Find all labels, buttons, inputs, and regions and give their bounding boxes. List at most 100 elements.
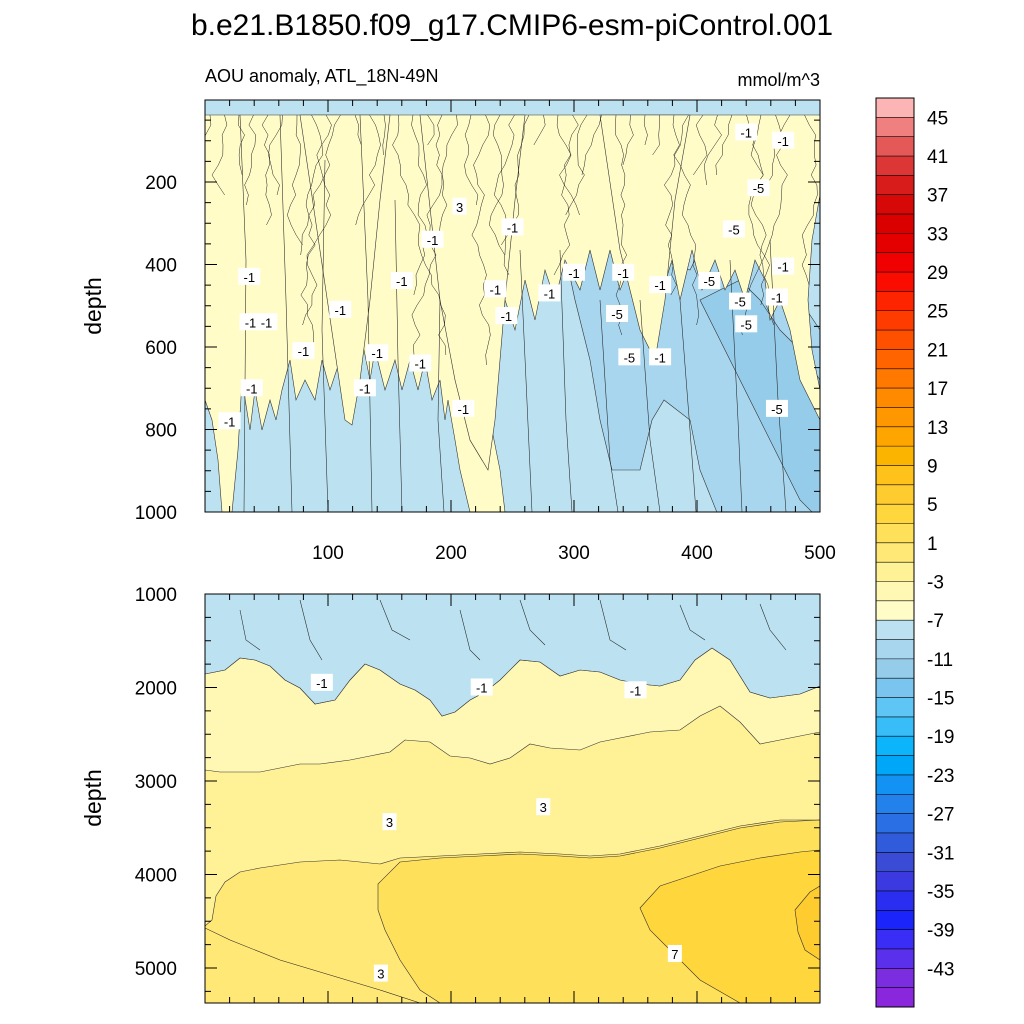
svg-text:-1: -1 xyxy=(298,344,310,359)
noise-contour xyxy=(663,114,689,296)
colorbar-bin xyxy=(876,852,914,873)
noise-contour xyxy=(672,114,700,326)
noise-contour xyxy=(652,115,660,156)
upper-panel: 200 400 600 800 1000 100 200 300 400 500 -1 -1 -1 -1… xyxy=(80,99,836,564)
colorbar-bin xyxy=(876,542,914,563)
contour-label: 3 xyxy=(452,197,467,215)
contour-label: -1 xyxy=(255,313,278,331)
colorbar-bin xyxy=(876,368,914,389)
noise-contour xyxy=(766,114,791,186)
upper-contour-lines xyxy=(239,114,787,512)
svg-text:-1: -1 xyxy=(630,683,642,698)
lower-band-9-11 xyxy=(794,885,820,961)
y-tick-label: 800 xyxy=(145,421,177,442)
svg-text:-5: -5 xyxy=(611,307,623,322)
svg-text:-5: -5 xyxy=(624,350,636,365)
noise-contour xyxy=(244,114,256,206)
colorbar-bin xyxy=(876,832,914,853)
svg-text:-1: -1 xyxy=(654,278,666,293)
colorbar-label: 17 xyxy=(927,379,948,400)
colorbar-label: -19 xyxy=(927,727,954,748)
colorbar-label: -43 xyxy=(927,959,954,980)
colorbar-bin xyxy=(876,600,914,621)
x-tick-label: 500 xyxy=(804,543,836,564)
noise-contour xyxy=(464,114,479,206)
svg-text:-1: -1 xyxy=(489,282,501,297)
colorbar-bin xyxy=(876,98,914,118)
colorbar-bin xyxy=(876,620,914,640)
contour-label: -1 xyxy=(772,257,795,275)
x-tick-label: 100 xyxy=(312,543,344,564)
svg-text:3: 3 xyxy=(456,200,463,215)
contour-label: -1 xyxy=(470,678,493,696)
svg-text:-1: -1 xyxy=(777,134,789,149)
contour-label: 3 xyxy=(382,813,397,831)
noise-contour xyxy=(411,114,428,296)
colorbar-bin xyxy=(876,310,914,331)
contour-label: -1 xyxy=(735,123,758,141)
noise-contour xyxy=(237,114,245,176)
noise-contour xyxy=(746,114,770,306)
noise-contour xyxy=(300,114,341,256)
svg-text:-1: -1 xyxy=(243,270,255,285)
colorbar: 45 41 37 33 29 25 21 17 13 9 5 1 -3 -7 -11 -15 -19 -23 -27… xyxy=(875,97,954,1008)
colorbar-bin xyxy=(876,755,914,776)
y-tick-label: 1000 xyxy=(135,585,177,606)
noise-contour xyxy=(302,114,332,326)
contour-label: -1 xyxy=(353,379,376,397)
colorbar-label: 41 xyxy=(927,147,948,168)
noise-contour xyxy=(556,114,580,216)
x-tick-label: 200 xyxy=(435,543,467,564)
contour-label: -5 xyxy=(735,315,758,333)
noise-contour xyxy=(287,114,303,246)
svg-text:-1: -1 xyxy=(246,381,258,396)
svg-text:-1: -1 xyxy=(245,315,257,330)
noise-contour xyxy=(715,114,733,176)
lower-panel: 1000 2000 3000 4000 5000 -1 -1 -1 3 3 7 3 depth xyxy=(80,585,821,1004)
noise-contour xyxy=(382,114,386,156)
colorbar-label: 37 xyxy=(927,186,948,207)
colorbar-bin xyxy=(876,233,914,254)
contour-label: -1 xyxy=(495,307,518,325)
colorbar-label: -7 xyxy=(927,611,944,632)
colorbar-bin xyxy=(876,349,914,370)
svg-text:-1: -1 xyxy=(371,346,383,361)
svg-text:3: 3 xyxy=(386,815,393,830)
contour-label: 7 xyxy=(667,944,682,962)
upper-y-axis-label: depth xyxy=(80,277,106,335)
contour-label: -1 xyxy=(329,300,352,318)
colorbar-label: -35 xyxy=(927,882,954,903)
contour-label: -1 xyxy=(366,344,389,362)
contour-label: -5 xyxy=(729,292,752,310)
colorbar-label: 13 xyxy=(927,418,948,439)
svg-text:-1: -1 xyxy=(617,266,629,281)
svg-text:-1: -1 xyxy=(777,260,789,275)
upper-ticks: 200 400 600 800 1000 100 200 300 400 500 xyxy=(135,100,836,564)
colorbar-label: -15 xyxy=(927,689,954,710)
colorbar-label: 9 xyxy=(927,456,938,477)
noise-contour xyxy=(354,114,362,146)
left-subtitle: AOU anomaly, ATL_18N-49N xyxy=(205,66,438,87)
colorbar-bin xyxy=(876,523,914,544)
noise-contour xyxy=(268,114,283,196)
colorbar-label: -31 xyxy=(927,843,954,864)
y-tick-label: 5000 xyxy=(135,959,177,980)
chart-title: b.e21.B1850.f09_g17.CMIP6-esm-piControl.… xyxy=(191,9,833,42)
contour-label: -5 xyxy=(606,305,629,322)
svg-text:-1: -1 xyxy=(544,286,556,301)
contour-label: -1 xyxy=(765,288,788,306)
svg-text:-1: -1 xyxy=(359,381,371,396)
contour-label: -1 xyxy=(649,276,672,294)
y-tick-label: 600 xyxy=(145,338,177,359)
upper-yellow-lobe-3 xyxy=(599,114,691,361)
y-tick-label: 4000 xyxy=(135,866,177,887)
y-tick-label: 3000 xyxy=(135,772,177,793)
svg-text:-1: -1 xyxy=(476,681,488,696)
contour-label: -1 xyxy=(240,379,263,397)
svg-text:-1: -1 xyxy=(654,350,666,365)
colorbar-bin xyxy=(876,890,914,911)
svg-text:-5: -5 xyxy=(771,402,783,417)
y-tick-label: 400 xyxy=(145,256,177,277)
svg-text:-1: -1 xyxy=(335,303,347,318)
colorbar-bin xyxy=(876,639,914,660)
